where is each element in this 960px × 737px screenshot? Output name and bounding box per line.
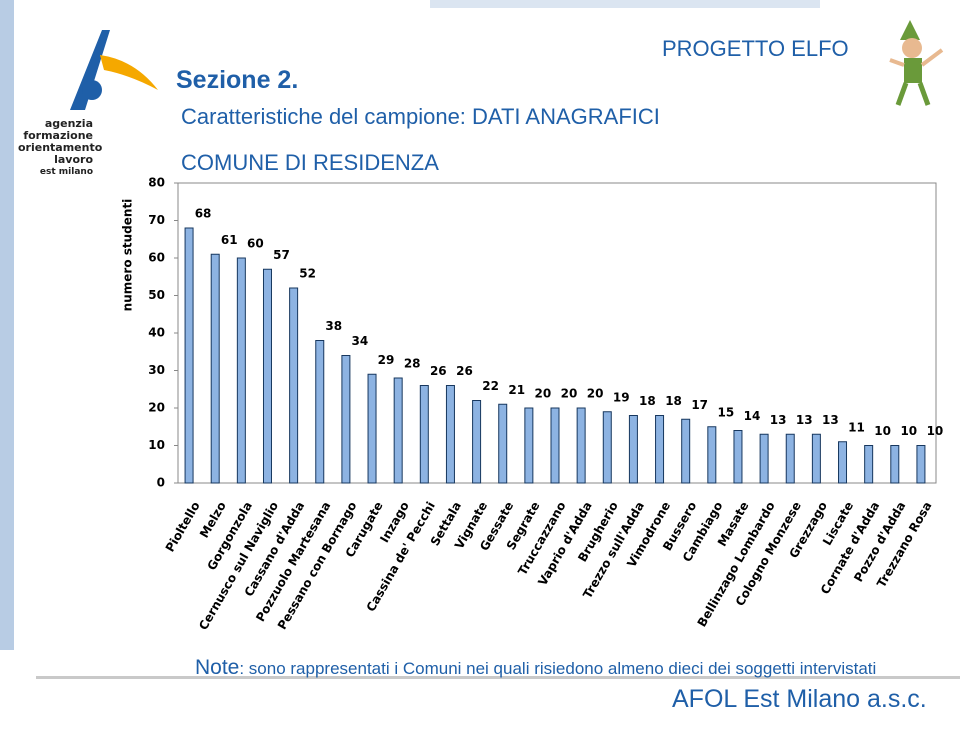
y-tick-label: 20 [148,401,165,415]
top-strip [430,0,820,8]
logo-text: agenzia formazione orientamento lavoro est m… [18,117,103,178]
y-tick-label: 30 [148,363,165,377]
value-label: 11 [848,420,865,434]
value-label: 29 [378,353,395,367]
bar [445,385,455,484]
logo-line: formazione [23,129,93,142]
bar [785,433,795,484]
y-tick-label: 0 [157,476,165,490]
value-label: 57 [273,248,290,262]
bar [628,415,638,484]
bar [838,441,848,484]
bar [367,373,377,484]
value-label: 10 [927,424,944,438]
value-label: 13 [770,413,787,427]
chart-title: COMUNE DI RESIDENZA [181,150,439,175]
y-tick-label: 70 [148,213,165,227]
bar [681,418,691,484]
logo-line: agenzia [44,117,93,130]
bar [524,407,534,484]
bar [602,411,612,484]
value-label: 18 [665,394,682,408]
value-label: 10 [900,424,917,438]
bar [759,433,769,484]
y-tick-label: 40 [148,326,165,340]
bar [576,407,586,484]
bar [733,430,743,484]
chart: numero studenti 0 10 20 30 40 50 60 70 80 Pioltell… [121,176,944,633]
value-label: 15 [717,405,734,419]
value-label: 60 [247,237,264,251]
bar [289,287,299,484]
value-label: 18 [639,394,656,408]
value-label: 20 [587,387,604,401]
y-tick-label: 50 [148,288,165,302]
bar [472,400,482,484]
bar [890,445,900,484]
bar [315,340,325,484]
value-label: 22 [482,379,499,393]
note-label: Note [195,656,240,679]
value-label: 52 [299,267,316,281]
elf-mascot [889,20,944,106]
value-label: 61 [221,233,238,247]
value-label: 13 [796,413,813,427]
value-label: 26 [430,364,447,378]
y-axis-label: numero studenti [121,199,135,312]
value-label: 20 [561,387,578,401]
value-label: 26 [456,364,473,378]
value-label: 21 [508,383,525,397]
value-label: 13 [822,413,839,427]
value-label: 14 [744,409,761,423]
logo-line: orientamento [18,141,103,154]
x-tick-label: Pioltello [163,499,203,554]
logo-line: lavoro [54,153,93,166]
y-tick-label: 60 [148,251,165,265]
bar [184,227,194,484]
bar [707,426,717,484]
section-title: Sezione 2. [176,66,299,94]
bar [811,433,821,484]
value-label: 28 [404,357,421,371]
bar [498,403,508,484]
note-text: : sono rappresentati i Comuni nei quali … [239,659,877,678]
value-label: 20 [535,387,552,401]
note: Note: sono rappresentati i Comuni nei qu… [195,656,876,680]
bar [419,385,429,484]
value-label: 38 [325,319,342,333]
bar [393,377,403,484]
value-label: 68 [195,207,212,221]
logo-line: est milano [39,167,93,177]
bar [262,268,272,484]
footer: AFOL Est Milano a.s.c. [672,685,927,713]
value-label: 10 [874,424,891,438]
logo-mark [70,30,158,110]
bar [341,355,351,484]
bar [916,445,926,484]
project-title: PROGETTO ELFO [662,36,849,61]
value-label: 19 [613,390,630,404]
bar [864,445,874,484]
y-tick-label: 80 [148,176,165,190]
subtitle: Caratteristiche del campione: DATI ANAGR… [181,104,660,129]
bottom-line [36,676,960,679]
value-label: 17 [691,398,708,412]
y-tick-label: 10 [148,438,165,452]
bar [236,257,246,484]
value-label: 34 [352,334,369,348]
left-strip [0,0,14,650]
bar [210,253,220,484]
bar [550,407,560,484]
bar [655,415,665,484]
